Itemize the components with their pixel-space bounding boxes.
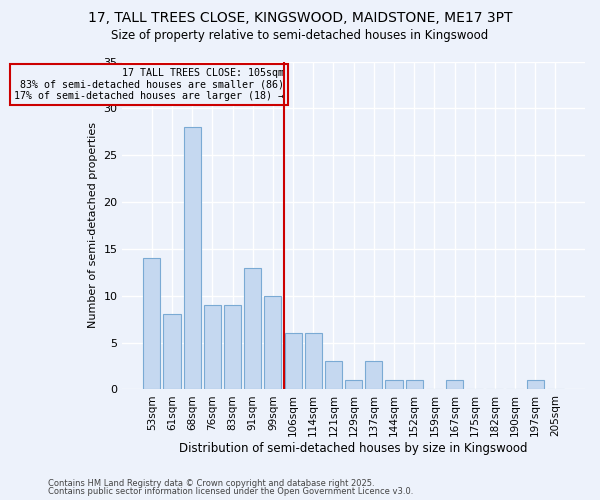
Text: Size of property relative to semi-detached houses in Kingswood: Size of property relative to semi-detach…: [112, 28, 488, 42]
Bar: [184, 127, 201, 390]
Bar: [325, 362, 342, 390]
Bar: [244, 268, 262, 390]
Bar: [365, 362, 382, 390]
Bar: [385, 380, 403, 390]
Text: Contains HM Land Registry data © Crown copyright and database right 2025.: Contains HM Land Registry data © Crown c…: [48, 478, 374, 488]
Bar: [284, 333, 302, 390]
Bar: [527, 380, 544, 390]
Bar: [163, 314, 181, 390]
X-axis label: Distribution of semi-detached houses by size in Kingswood: Distribution of semi-detached houses by …: [179, 442, 528, 455]
Bar: [305, 333, 322, 390]
Bar: [224, 305, 241, 390]
Text: 17, TALL TREES CLOSE, KINGSWOOD, MAIDSTONE, ME17 3PT: 17, TALL TREES CLOSE, KINGSWOOD, MAIDSTO…: [88, 12, 512, 26]
Bar: [143, 258, 160, 390]
Text: 17 TALL TREES CLOSE: 105sqm
83% of semi-detached houses are smaller (86)
17% of : 17 TALL TREES CLOSE: 105sqm 83% of semi-…: [14, 68, 284, 102]
Y-axis label: Number of semi-detached properties: Number of semi-detached properties: [88, 122, 98, 328]
Bar: [446, 380, 463, 390]
Bar: [406, 380, 423, 390]
Bar: [345, 380, 362, 390]
Text: Contains public sector information licensed under the Open Government Licence v3: Contains public sector information licen…: [48, 487, 413, 496]
Bar: [265, 296, 281, 390]
Bar: [204, 305, 221, 390]
